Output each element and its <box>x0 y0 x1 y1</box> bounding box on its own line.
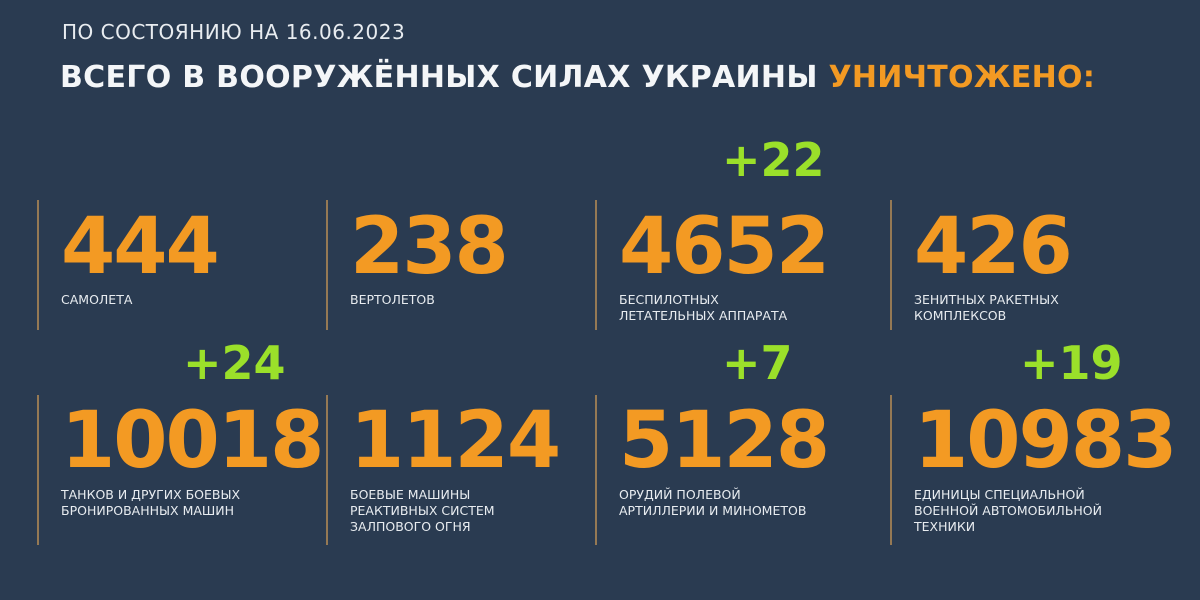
column-divider <box>37 395 39 545</box>
stat-value: 238 <box>350 202 509 292</box>
stat-delta: +22 <box>722 133 825 187</box>
stat-value: 5128 <box>619 396 830 486</box>
stat-value: 10018 <box>61 396 324 486</box>
stat-label: ЕДИНИЦЫ СПЕЦИАЛЬНОЙ ВОЕННОЙ АВТОМОБИЛЬНО… <box>914 487 1102 534</box>
column-divider <box>326 200 328 330</box>
stat-label: ТАНКОВ И ДРУГИХ БОЕВЫХ БРОНИРОВАННЫХ МАШ… <box>61 487 241 518</box>
stat-value: 10983 <box>914 396 1177 486</box>
stat-delta: +24 <box>183 336 286 390</box>
stat-label: ЗЕНИТНЫХ РАКЕТНЫХ КОМПЛЕКСОВ <box>914 292 1059 323</box>
stat-label: ОРУДИЙ ПОЛЕВОЙ АРТИЛЛЕРИИ И МИНОМЕТОВ <box>619 487 807 518</box>
stat-value: 1124 <box>350 396 561 486</box>
stat-value: 444 <box>61 202 220 292</box>
page-title: ВСЕГО В ВООРУЖЁННЫХ СИЛАХ УКРАИНЫ УНИЧТО… <box>60 60 1095 95</box>
date-subtitle: ПО СОСТОЯНИЮ НА 16.06.2023 <box>62 20 406 44</box>
column-divider <box>326 395 328 545</box>
stat-delta: +19 <box>1020 336 1123 390</box>
stat-label: САМОЛЕТА <box>61 292 133 307</box>
stat-label: ВЕРТОЛЕТОВ <box>350 292 435 307</box>
column-divider <box>890 395 892 545</box>
column-divider <box>37 200 39 330</box>
title-accent: УНИЧТОЖЕНО: <box>828 60 1096 95</box>
column-divider <box>890 200 892 330</box>
stat-label: БЕСПИЛОТНЫХ ЛЕТАТЕЛЬНЫХ АППАРАТА <box>619 292 788 323</box>
stat-label: БОЕВЫЕ МАШИНЫ РЕАКТИВНЫХ СИСТЕМ ЗАЛПОВОГ… <box>350 487 495 534</box>
stat-value: 426 <box>914 202 1073 292</box>
column-divider <box>595 395 597 545</box>
column-divider <box>595 200 597 330</box>
title-main: ВСЕГО В ВООРУЖЁННЫХ СИЛАХ УКРАИНЫ <box>60 60 829 95</box>
stat-value: 4652 <box>619 202 830 292</box>
stat-delta: +7 <box>722 336 793 390</box>
